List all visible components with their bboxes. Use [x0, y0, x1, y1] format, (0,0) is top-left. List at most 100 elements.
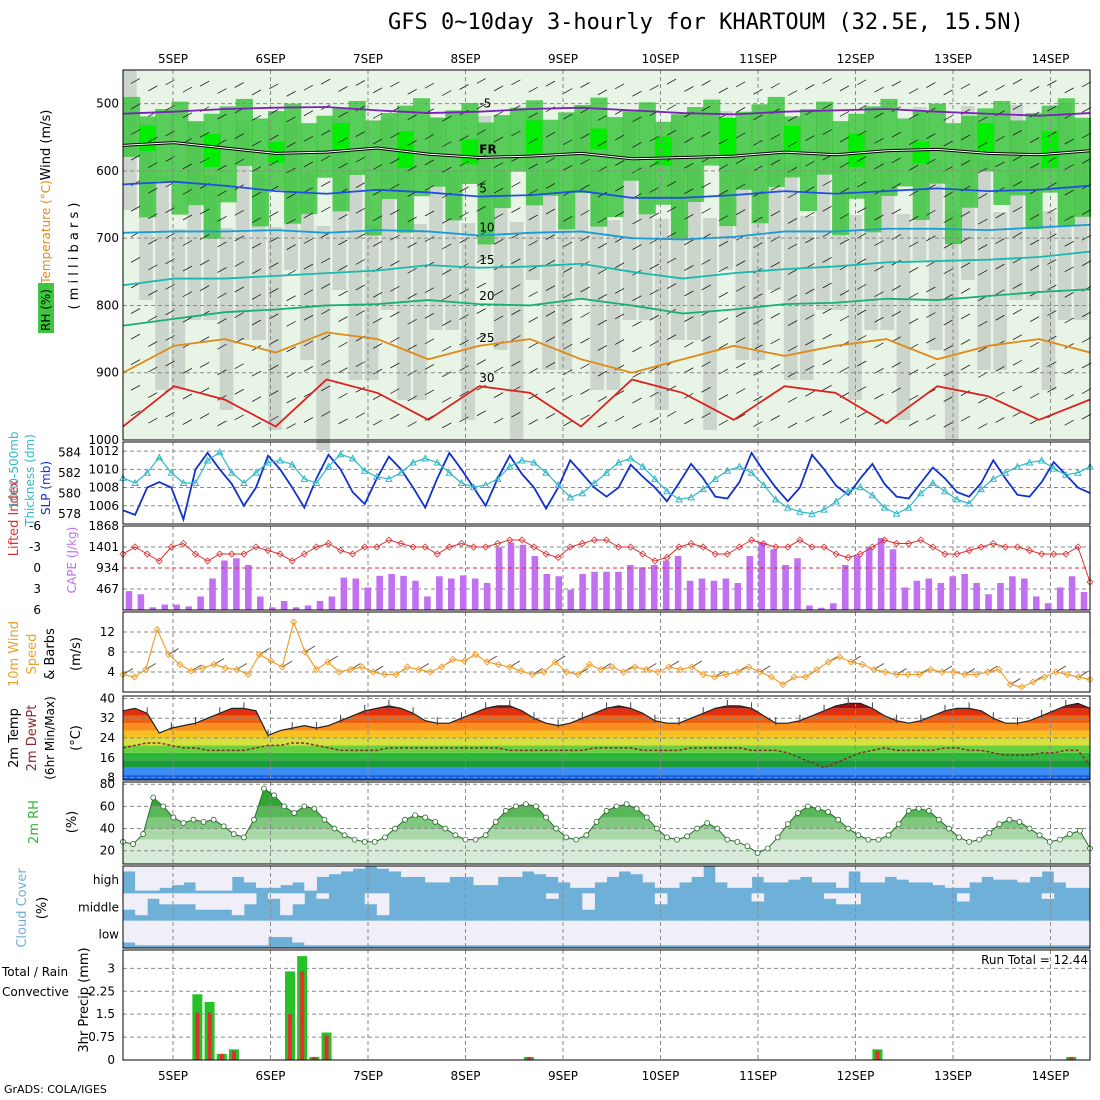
cloud-clear-cell: [401, 920, 414, 946]
wind-barb: [545, 234, 556, 240]
temp-band: [123, 760, 1090, 768]
cape-bar: [137, 594, 145, 610]
wind-barb: [1064, 343, 1074, 349]
wind-barb: [424, 312, 435, 319]
wind-barb: [511, 79, 521, 86]
thickness-marker: [590, 478, 599, 486]
wind10m-marker: [972, 670, 980, 679]
rh-band-bright: [590, 128, 608, 150]
wind-barb: [459, 186, 469, 193]
wind-barb: [580, 184, 590, 191]
thickness-marker: [651, 474, 659, 482]
thickness-marker: [663, 487, 671, 495]
rh-band-green: [912, 111, 930, 221]
rh2m-marker: [825, 809, 832, 815]
cape-bar: [615, 571, 622, 610]
wind-barb: [338, 162, 348, 169]
wind-barb: [372, 138, 383, 145]
thickness-marker: [191, 478, 200, 486]
cloud-clear-cell: [255, 920, 269, 946]
wind-barb: [182, 316, 193, 323]
wind-barb: [614, 339, 625, 345]
wind-barb: [199, 131, 210, 138]
cape-bar: [507, 542, 515, 610]
wind-barb: [476, 410, 487, 417]
cloud-clear-cell: [872, 866, 886, 883]
rh2m-marker: [734, 838, 741, 845]
wind-barb: [839, 290, 850, 296]
rh-band-gray: [783, 163, 798, 380]
wind-barb: [1064, 419, 1074, 426]
wind-barb: [1047, 361, 1057, 368]
rh2m-marker: [482, 832, 489, 839]
wind10m-marker: [130, 673, 139, 681]
wind-barb: [424, 82, 435, 89]
cloud-clear-cell: [775, 920, 789, 946]
date-label-top: 6SEP: [255, 52, 285, 66]
wind-barb: [753, 318, 763, 325]
cloud-clear-cell: [824, 920, 837, 946]
wind-barb: [234, 235, 244, 242]
wind-barb: [926, 82, 936, 88]
wind-barb: [390, 285, 400, 292]
wind-barb: [805, 339, 815, 346]
rh2m-marker: [875, 836, 882, 843]
precip-tick: 2.25: [88, 984, 115, 998]
wind-barb: [614, 262, 625, 269]
wind-barb: [321, 181, 331, 187]
temp-tick: 24: [100, 731, 115, 745]
wind-barb: [390, 158, 400, 164]
wind-barb: [372, 189, 383, 196]
wind10m-label-3: & Barbs: [43, 628, 58, 680]
wind-barb: [1029, 265, 1040, 271]
wind-barb: [286, 142, 296, 148]
cloud-clear-cell: [582, 866, 595, 888]
wind-barb: [926, 337, 936, 344]
wind-barb: [978, 116, 988, 123]
wind-barb: [960, 83, 971, 90]
wind-barb: [718, 343, 729, 349]
date-label-top: 11SEP: [739, 52, 777, 66]
thickness-tick: 582: [58, 466, 81, 480]
rh2m-marker: [885, 832, 892, 839]
wind-barb: [459, 288, 469, 295]
wind-barb: [493, 213, 504, 220]
rh2m-marker: [774, 834, 781, 841]
li-marker: [204, 557, 212, 565]
wind-barb: [580, 209, 590, 216]
li-marker: [409, 543, 417, 551]
cloud-clear-cell: [836, 893, 849, 905]
precip-tick: 3: [107, 961, 115, 975]
cloud-layer-label: middle: [78, 900, 119, 914]
wind-barb: [1064, 189, 1074, 196]
cape-bar: [913, 580, 921, 610]
cloud-clear-cell: [824, 866, 837, 883]
wind10m-marker: [244, 670, 252, 679]
wind10m-marker: [403, 663, 412, 671]
thickness-marker: [336, 450, 345, 458]
li-marker: [542, 550, 550, 558]
rh-band-green: [944, 123, 963, 245]
wind-barb: [978, 167, 988, 174]
rh2m-marker: [653, 825, 660, 832]
wind-barb: [303, 238, 314, 244]
run-total-label: Run Total = 12.44: [981, 953, 1088, 967]
rh2m-marker: [976, 836, 983, 843]
wind-barb: [234, 286, 244, 293]
wind-barb: [442, 218, 452, 224]
wind-barb: [372, 419, 383, 426]
date-label-bottom: 5SEP: [158, 1069, 188, 1083]
wind-barb: [511, 335, 521, 341]
wind-barb: [528, 189, 538, 195]
cloud-axis-label: Cloud Cover: [15, 868, 30, 948]
li-marker: [723, 550, 731, 558]
li-tick: 6: [33, 603, 41, 617]
rh-band-green: [187, 121, 205, 206]
isotherm-label: 5: [479, 181, 487, 195]
wind-barb: [943, 191, 953, 198]
rh-band-gray: [687, 165, 701, 340]
li-marker: [155, 557, 163, 565]
wind-barb: [857, 232, 867, 239]
li-marker: [469, 543, 478, 551]
cloud-clear-cell: [243, 893, 257, 905]
